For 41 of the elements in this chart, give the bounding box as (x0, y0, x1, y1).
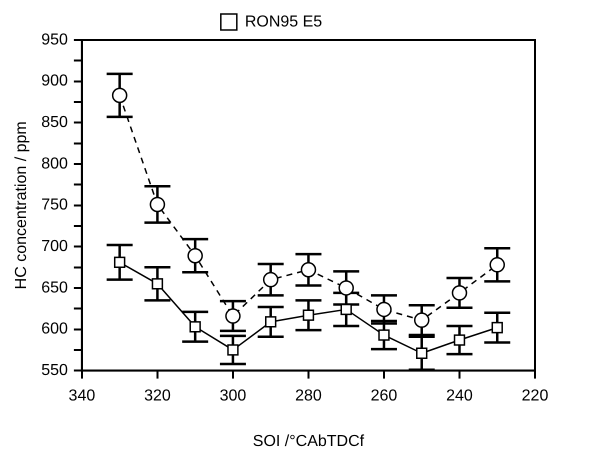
point (378, 329, 390, 341)
y-tick-label: 950 (41, 31, 68, 48)
x-axis-title: SOI /°CAbTDCf (252, 432, 365, 450)
point (152, 278, 164, 290)
point (338, 280, 354, 296)
point (189, 321, 201, 332)
point (187, 248, 203, 264)
x-tick-label: 240 (446, 388, 473, 405)
point (300, 262, 316, 278)
y-tick-label: 600 (41, 320, 68, 338)
x-tick-label: 340 (68, 388, 96, 405)
x-tick-label: 320 (144, 388, 171, 405)
y-tick-label: 900 (41, 72, 68, 90)
point (114, 256, 126, 268)
point (227, 344, 239, 356)
point (302, 310, 314, 321)
point (489, 257, 505, 273)
y-tick-label: 850 (41, 114, 68, 132)
point (262, 272, 278, 288)
y-tick-label: 800 (41, 155, 68, 172)
x-tick-label: 260 (370, 388, 398, 405)
point (112, 88, 128, 104)
point (492, 322, 503, 334)
point (452, 285, 468, 301)
point (340, 304, 352, 316)
y-tick-label: 650 (41, 279, 68, 296)
point (150, 196, 166, 212)
point (225, 308, 241, 324)
y-axis-title: HC concentration / ppm (13, 121, 30, 290)
point (416, 348, 428, 359)
x-tick-label: 300 (220, 388, 246, 405)
y-tick-label: 750 (41, 196, 68, 214)
point (376, 302, 392, 318)
x-tick-label: 280 (295, 388, 322, 405)
point (414, 312, 430, 328)
x-tick-label: 220 (522, 388, 548, 405)
y-tick-label: 550 (41, 362, 68, 380)
legend-label: RON95 E5 (244, 13, 322, 30)
point (264, 316, 276, 328)
y-tick-label: 700 (41, 238, 68, 256)
point (454, 334, 466, 346)
